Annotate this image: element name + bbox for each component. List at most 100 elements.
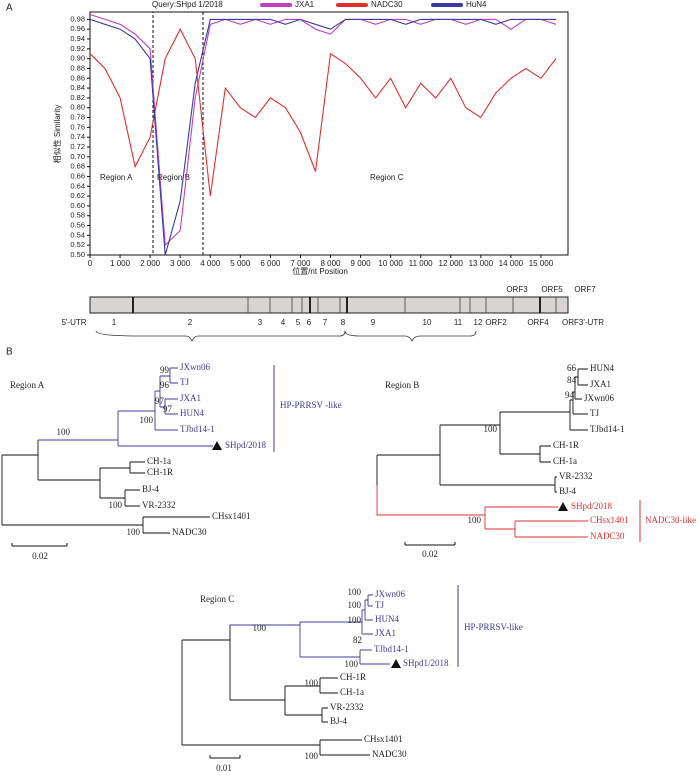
y-axis-label: 相似性 Similarity	[52, 105, 62, 164]
clade-label: HP-PRRSV -like	[280, 400, 342, 410]
x-axis-label: 位置/nt Position	[292, 266, 348, 276]
tree-title: Region C	[200, 594, 234, 604]
x-tick-label: 7 000	[290, 259, 311, 268]
orf-label: ORF5	[541, 285, 563, 294]
y-tick-label: 0.96	[70, 24, 85, 33]
tree-b: Region B HUN4 JXA1 JXwn06 TJ TJbd14-1 CH…	[376, 363, 696, 559]
leaf-label: JXA1	[180, 393, 201, 403]
leaf-label: HUN4	[375, 614, 399, 624]
bootstrap: 66	[567, 363, 577, 373]
x-tick-label: 10 000	[378, 259, 403, 268]
tree-title: Region A	[10, 380, 45, 390]
leaf-label: TJ	[180, 377, 189, 387]
leaf-label: CH-1a	[340, 687, 364, 697]
region-label: Region C	[370, 173, 404, 182]
clade-label: NADC30-like	[645, 515, 696, 525]
legend-label: JXA1	[295, 0, 315, 9]
bootstrap: 82	[353, 635, 362, 645]
leaf-label: TJ	[590, 408, 599, 418]
region-label: ORF4	[527, 318, 549, 327]
x-tick-label: 13 000	[469, 259, 494, 268]
orf-label: ORF3	[506, 285, 528, 294]
tree-title: Region B	[385, 380, 419, 390]
region-label: 9	[371, 318, 376, 327]
region-label: 5'-UTR	[61, 318, 86, 327]
leaf-label: CHsx1401	[212, 511, 251, 521]
leaf-label: BJ-4	[559, 486, 577, 496]
bootstrap: 100	[348, 587, 362, 597]
query-marker	[558, 502, 568, 511]
y-tick-label: 0.68	[70, 162, 85, 171]
x-tick-label: 8 000	[320, 259, 341, 268]
bootstrap: 94	[565, 390, 575, 400]
y-tick-label: 0.86	[70, 73, 85, 82]
bootstrap: 100	[345, 659, 359, 669]
region-label: 11	[454, 318, 463, 327]
orf-label: ORF7	[574, 285, 596, 294]
bootstrap: 84	[567, 375, 577, 385]
scale-label: 0.01	[216, 763, 232, 773]
genome-map	[89, 296, 569, 343]
series-line	[89, 18, 556, 256]
x-tick-label: 6 000	[260, 259, 281, 268]
bootstrap: 100	[305, 678, 319, 688]
bootstrap: 100	[468, 515, 482, 525]
y-tick-label: 0.62	[70, 191, 85, 200]
leaf-label: NADC30	[372, 749, 407, 759]
x-tick-label: 3 000	[170, 259, 191, 268]
tree-branch	[376, 368, 588, 493]
bootstrap: 100	[140, 415, 154, 425]
clade-label: HP-PRRSV-like	[464, 622, 523, 632]
x-tick-label: 0	[88, 259, 93, 268]
y-tick-label: 0.54	[70, 230, 85, 239]
scale-bar	[11, 543, 68, 547]
region-label: 1	[112, 318, 117, 327]
y-tick-label: 0.72	[70, 142, 85, 151]
y-tick-label: 0.70	[70, 152, 85, 161]
leaf-label: CH-1R	[553, 440, 579, 450]
y-tick-label: 0.56	[70, 221, 85, 230]
leaf-label: HUN4	[180, 408, 204, 418]
leaf-label: CH-1R	[340, 672, 366, 682]
series-line	[89, 27, 557, 197]
bootstrap: 100	[348, 600, 362, 610]
leaf-label: VR-2332	[559, 471, 593, 481]
y-tick-label: 0.78	[70, 113, 85, 122]
y-tick-label: 0.76	[70, 122, 85, 131]
region-label: 4	[281, 318, 286, 327]
bootstrap: 97	[163, 404, 173, 414]
leaf-label: JXwn06	[180, 362, 211, 372]
leaf-label: TJ	[375, 600, 384, 610]
leaf-label: BJ-4	[330, 716, 348, 726]
bootstrap: 96	[160, 380, 170, 390]
x-tick-label: 9 000	[351, 259, 372, 268]
leaf-label: JXwn06	[375, 589, 406, 599]
y-tick-label: 0.92	[70, 44, 85, 53]
leaf-label: TJbd14-1	[374, 644, 409, 654]
leaf-label: NADC30	[172, 527, 207, 537]
tree-c: Region C JXwn06 TJ HUN4 JXA1 TJbd14-1 SH…	[181, 585, 523, 773]
y-tick-label: 0.98	[70, 14, 85, 23]
region-label: 8	[341, 318, 346, 327]
tree-branch	[181, 625, 370, 756]
leaf-label: JXwn06	[584, 393, 615, 403]
leaf-label: VR-2332	[142, 500, 176, 510]
bootstrap: 100	[57, 427, 71, 437]
y-tick-label: 0.84	[70, 83, 85, 92]
leaf-label: TJbd14-1	[180, 424, 215, 434]
bootstrap: 100	[348, 615, 362, 625]
legend-label: NADC30	[371, 0, 403, 9]
leaf-label: BJ-4	[142, 484, 160, 494]
y-tick-label: 0.94	[70, 34, 85, 43]
legend-label: HuN4	[466, 0, 487, 9]
genome-brace	[95, 330, 477, 343]
x-tick-label: 5 000	[230, 259, 251, 268]
bootstrap: 100	[484, 424, 498, 434]
leaf-label: JXA1	[375, 628, 396, 638]
y-tick-label: 0.88	[70, 63, 85, 72]
region-label: ORF3'-UTR	[562, 318, 604, 327]
y-tick-label: 0.58	[70, 211, 85, 220]
